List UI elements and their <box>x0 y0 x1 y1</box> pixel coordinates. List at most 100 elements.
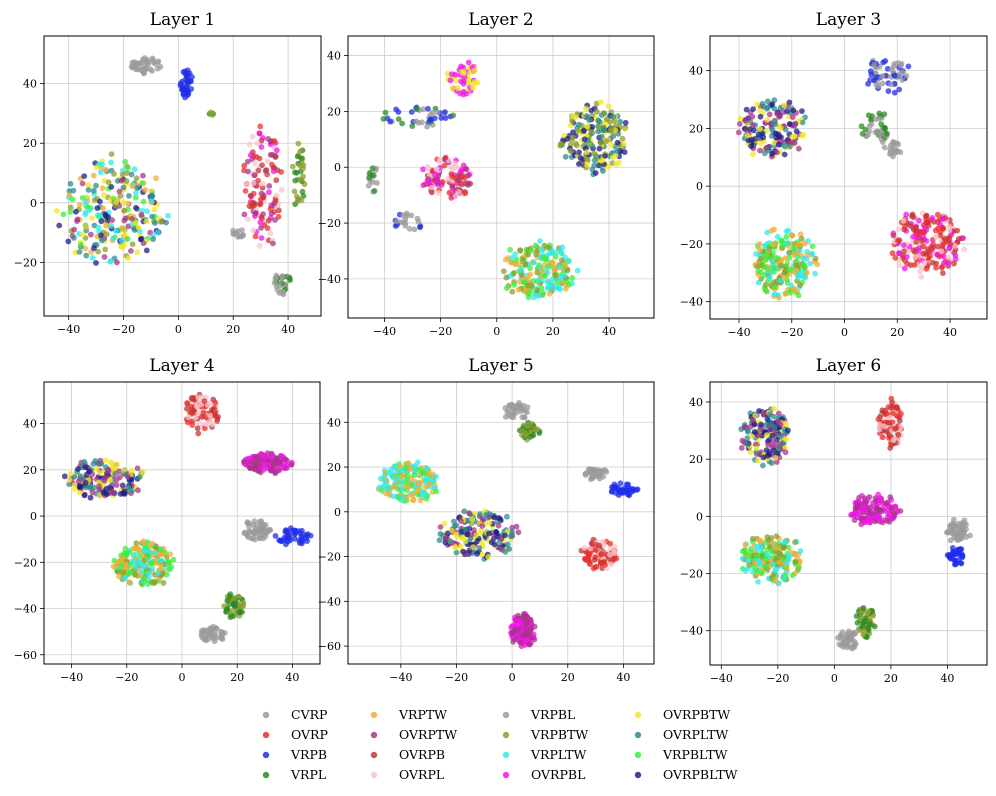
point-vrpb <box>291 531 298 538</box>
point-ovrp <box>460 172 466 179</box>
point-vrpbtw <box>603 116 610 123</box>
point-ovrpltw <box>764 98 771 105</box>
point-ovrpb <box>276 207 282 214</box>
legend-item-ovrpltw: OVRPLTW <box>634 727 728 742</box>
point-ovrpltw <box>67 180 74 187</box>
point-vrpltw <box>517 267 524 274</box>
point-ovrpltw <box>483 512 489 518</box>
point-vrptw <box>410 497 416 504</box>
point-vrpbltw <box>433 488 440 495</box>
point-ovrpbtw <box>132 219 139 226</box>
point-ovrpbltw <box>474 550 480 557</box>
point-ovrpltw <box>767 421 774 428</box>
point-vrpbltw <box>761 272 767 278</box>
legend-marker <box>502 751 510 759</box>
point-vrpbl <box>522 407 528 414</box>
point-ovrpbtw <box>799 132 806 139</box>
point-vrpbtw <box>124 170 131 176</box>
point-vrpbtw <box>160 580 167 586</box>
point-ovrpbltw <box>769 151 776 157</box>
point-ovrpbl <box>876 516 883 522</box>
point-vrpbltw <box>118 562 125 569</box>
legend-marker <box>262 751 270 759</box>
point-vrpbltw <box>121 550 128 556</box>
point-ovrpl <box>881 423 888 430</box>
point-ovrpbtw <box>612 152 619 159</box>
point-ovrpl <box>587 545 594 552</box>
point-ovrpb <box>255 167 262 174</box>
point-cvrp <box>898 60 905 67</box>
point-ovrpl <box>243 181 250 188</box>
point-vrpbtw <box>546 244 552 251</box>
point-vrpl <box>409 123 416 129</box>
point-ovrpbltw <box>589 124 596 130</box>
point-vrpb <box>272 533 279 539</box>
axes-frame <box>709 381 988 666</box>
point-vrpbl <box>894 148 901 154</box>
point-ovrpltw <box>760 462 766 469</box>
point-vrpltw <box>148 197 155 204</box>
point-ovrpbl <box>420 166 426 173</box>
point-ovrpl <box>932 232 939 239</box>
point-ovrpl <box>895 226 902 233</box>
point-ovrpbltw <box>98 218 105 225</box>
point-ovrpbl <box>247 152 254 159</box>
point-ovrpbtw <box>608 142 615 148</box>
point-ovrptw <box>498 535 505 542</box>
panel-layer-3: −40 −20 0 20 40 −40 −20 0 20 40 Layer 3 <box>680 10 988 339</box>
point-vrpbtw <box>573 142 580 149</box>
point-ovrpbtw <box>449 527 455 534</box>
point-ovrptw <box>122 215 129 222</box>
point-ovrptw <box>241 458 247 465</box>
point-vrpb <box>617 480 624 487</box>
point-vrpb <box>304 532 310 539</box>
point-vrpbltw <box>417 467 423 474</box>
point-ovrptw <box>258 457 264 463</box>
point-ovrpltw <box>744 427 751 434</box>
legend-label: VRPLTW <box>530 747 586 762</box>
point-vrpbl <box>241 529 248 536</box>
point-ovrptw <box>114 259 120 266</box>
point-vrpb <box>286 532 293 538</box>
point-vrpbtw <box>133 540 140 547</box>
point-vrptw <box>129 183 136 190</box>
legend: CVRP OVRP VRPB VRPL VRPTW OVRPTW OVRPB OVRPL VRP… <box>262 707 738 782</box>
point-ovrpbl <box>896 250 902 256</box>
point-ovrptw <box>268 467 275 474</box>
point-ovrptw <box>127 248 134 254</box>
point-ovrpbl <box>259 135 266 141</box>
point-vrpbltw <box>140 198 147 205</box>
point-ovrpltw <box>781 143 788 150</box>
point-ovrpl <box>961 246 968 253</box>
point-ovrpbtw <box>444 70 451 77</box>
point-ovrpbl <box>523 636 529 643</box>
point-ovrpb <box>901 226 908 233</box>
point-ovrpb <box>887 445 894 451</box>
point-vrpb <box>865 80 871 87</box>
point-ovrpltw <box>102 464 109 470</box>
point-ovrptw <box>782 449 789 456</box>
point-vrpltw <box>376 484 383 491</box>
point-cvrp <box>960 524 966 531</box>
legend-marker <box>370 711 378 719</box>
point-ovrpl <box>952 242 958 249</box>
point-ovrpbl <box>929 215 936 221</box>
point-ovrp <box>889 410 896 416</box>
point-ovrpbltw <box>781 151 788 158</box>
point-vrpbl <box>502 405 509 411</box>
point-vrpbltw <box>139 180 146 186</box>
point-vrpltw <box>82 211 89 218</box>
point-vrpltw <box>553 249 560 256</box>
point-vrpl <box>395 116 402 122</box>
point-cvrp <box>429 109 436 116</box>
point-ovrpbtw <box>479 551 486 558</box>
point-ovrpl <box>896 262 903 269</box>
point-vrpbl <box>967 532 973 539</box>
point-vrpl <box>865 626 872 633</box>
point-vrptw <box>126 579 133 586</box>
point-vrpbl <box>839 629 846 636</box>
point-ovrpl <box>433 166 440 173</box>
point-vrpltw <box>392 480 399 487</box>
point-cvrp <box>875 83 882 89</box>
